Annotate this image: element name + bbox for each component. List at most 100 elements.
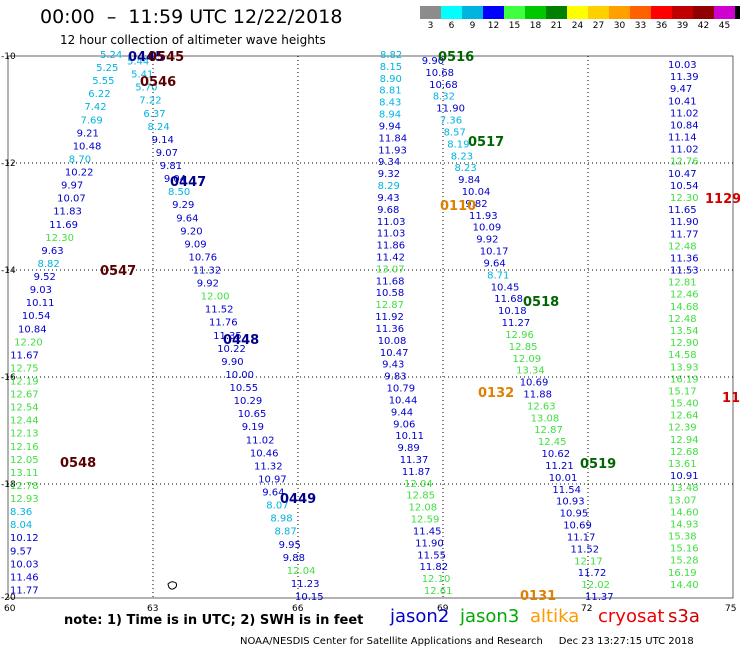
wave-height-value: 11.68	[494, 294, 523, 305]
wave-height-value: 5.55	[92, 76, 114, 87]
wave-height-value: 8.57	[444, 127, 466, 138]
wave-height-value: 12.61	[424, 586, 453, 597]
wave-height-value: 13.07	[668, 495, 697, 506]
wave-height-value: 10.07	[57, 194, 86, 205]
wave-height-value: 9.20	[180, 226, 202, 237]
wave-height-value: 12.59	[411, 515, 440, 526]
scale-label: 9	[469, 21, 476, 31]
wave-height-value: 10.03	[10, 559, 39, 570]
wave-height-value: 10.29	[234, 396, 263, 407]
wave-height-value: 11.88	[523, 390, 552, 401]
wave-height-value: 11.52	[205, 305, 234, 316]
wave-height-value: 13.48	[670, 483, 699, 494]
wave-height-value: 12.13	[10, 429, 39, 440]
wave-height-value: 10.93	[556, 497, 585, 508]
wave-height-value: 8.81	[379, 86, 401, 97]
wave-height-value: 16.19	[670, 374, 699, 385]
wave-height-value: 10.47	[380, 348, 409, 359]
wave-height-value: 12.30	[670, 193, 699, 204]
wave-height-value: 9.06	[393, 419, 415, 430]
wave-height-value: 11.46	[10, 572, 39, 583]
pass-time-label: 0519	[580, 457, 616, 472]
wave-height-value: 7.69	[81, 115, 103, 126]
map-frame	[7, 55, 734, 599]
wave-height-value: 12.44	[10, 416, 39, 427]
wave-height-value: 8.23	[451, 151, 473, 162]
scale-label: 30	[613, 21, 626, 31]
wave-height-value: 10.79	[387, 384, 416, 395]
wave-height-value: 12.78	[10, 481, 39, 492]
wave-height-value: 8.94	[379, 110, 401, 121]
wave-height-value: 9.04	[164, 174, 186, 185]
wave-height-value: 10.69	[520, 378, 549, 389]
wave-height-value: 9.68	[377, 205, 399, 216]
scale-swatch	[588, 6, 609, 19]
wave-height-value: 12.63	[527, 401, 556, 412]
wave-height-tracks: 5.24 5.44 5.25 5.41 5.55 5.70 6.22 7.22 7.42 6.37…	[10, 50, 699, 603]
wave-height-value: 11.03	[377, 229, 406, 240]
wave-height-value: 8.87	[275, 527, 297, 538]
wave-height-value: 11.23	[291, 579, 320, 590]
wave-height-value: 10.55	[230, 383, 259, 394]
wave-height-value: 12.87	[534, 425, 563, 436]
wave-height-value: 9.43	[382, 360, 404, 371]
island-shape	[167, 581, 178, 590]
wave-height-value: 11.92	[375, 312, 404, 323]
wave-height-value: 7.42	[84, 102, 106, 113]
wave-height-value: 5.41	[131, 70, 153, 81]
wave-height-value: 12.19	[10, 377, 39, 388]
wave-height-value: 14.68	[670, 302, 699, 313]
wave-height-value: 12.85	[509, 342, 538, 353]
wave-height-value: 9.44	[391, 407, 413, 418]
wave-height-value: 9.95	[279, 540, 301, 551]
pass-time-label: 1129	[705, 192, 740, 207]
pass-time-label: 0547	[100, 264, 136, 279]
wave-height-value: 9.07	[156, 148, 178, 159]
wave-height-value: 11.36	[376, 324, 405, 335]
scale-swatch	[693, 6, 714, 19]
wave-height-value: 9.32	[378, 169, 400, 180]
wave-height-value: 12.17	[574, 556, 603, 567]
wave-height-value: 11.14	[668, 133, 697, 144]
wave-height-value: 12.02	[581, 580, 610, 591]
wave-height-value: 9.94	[379, 122, 401, 133]
scale-label: 3	[427, 21, 434, 31]
satellite-legend-s3a: s3a	[668, 606, 700, 627]
wave-height-value: 10.97	[258, 475, 287, 486]
wave-height-value: 5.44	[127, 57, 149, 68]
wave-height-value: 11.36	[670, 254, 699, 265]
wave-height-value: 9.57	[10, 546, 32, 557]
wave-height-value: 10.65	[238, 409, 267, 420]
wave-height-value: 12.46	[670, 290, 699, 301]
wave-height-value: 9.90	[221, 357, 243, 368]
wave-height-value: 5.70	[135, 83, 157, 94]
wave-height-value: 13.61	[668, 459, 697, 470]
pass-time-label: 0517	[468, 135, 504, 150]
wave-height-value: 11.45	[413, 527, 442, 538]
wave-height-value: 12.75	[10, 363, 39, 374]
wave-height-value: 10.18	[498, 306, 527, 317]
pass-time-label: 0447	[170, 175, 206, 190]
wave-height-value: 11.52	[571, 544, 600, 555]
wave-height-value: 8.82	[38, 259, 60, 270]
map-title: 00:00 – 11:59 UTC 12/22/2018	[40, 6, 343, 28]
wave-height-value: 15.17	[668, 387, 697, 398]
wave-height-value: 11.27	[502, 318, 531, 329]
wave-height-value: 9.43	[377, 193, 399, 204]
scale-label: 33	[634, 21, 647, 31]
wave-height-value: 10.01	[549, 473, 578, 484]
wave-height-value: 11.90	[436, 104, 465, 115]
wave-height-value: 12.93	[10, 494, 39, 505]
wave-height-value: 8.19	[447, 139, 469, 150]
wave-height-value: 12.48	[668, 241, 697, 252]
scale-swatch	[651, 6, 672, 19]
satellite-legend-jason3: jason3	[460, 606, 520, 627]
wave-height-value: 9.64	[176, 213, 198, 224]
wave-height-value: 9.21	[77, 128, 99, 139]
wave-height-value: 8.98	[270, 514, 292, 525]
wave-height-value: 10.68	[429, 80, 458, 91]
wave-height-value: 12.81	[668, 278, 697, 289]
scale-label: 21	[550, 21, 563, 31]
scale-label: 15	[508, 21, 521, 31]
